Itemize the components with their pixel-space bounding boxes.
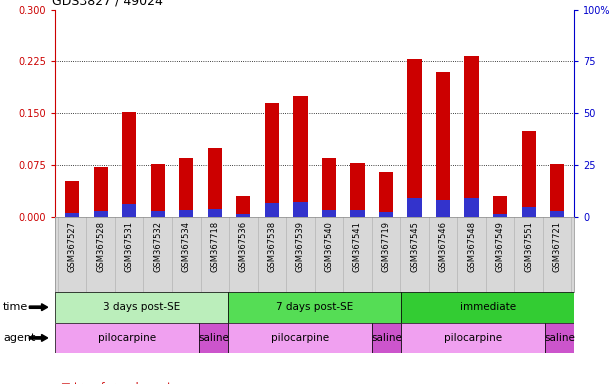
- Text: pilocarpine: pilocarpine: [98, 333, 156, 343]
- Text: GSM367540: GSM367540: [324, 221, 334, 271]
- Bar: [93, 211, 108, 217]
- Bar: [179, 210, 194, 217]
- Bar: [464, 56, 479, 217]
- Bar: [350, 210, 365, 217]
- Text: GSM367536: GSM367536: [239, 221, 248, 272]
- Text: GSM367528: GSM367528: [96, 221, 105, 272]
- Bar: [493, 196, 507, 217]
- Bar: [208, 209, 222, 217]
- Bar: [293, 202, 307, 217]
- Bar: [208, 148, 222, 217]
- Bar: [522, 207, 536, 217]
- Text: ■ transformed count: ■ transformed count: [61, 382, 171, 384]
- Bar: [550, 164, 565, 217]
- Bar: [199, 323, 228, 353]
- Text: GSM367721: GSM367721: [553, 221, 562, 272]
- Bar: [228, 292, 401, 323]
- Bar: [150, 164, 165, 217]
- Bar: [401, 292, 574, 323]
- Bar: [236, 215, 251, 217]
- Bar: [464, 198, 479, 217]
- Bar: [350, 163, 365, 217]
- Bar: [408, 60, 422, 217]
- Bar: [372, 323, 401, 353]
- Bar: [150, 210, 165, 217]
- Text: GSM367718: GSM367718: [210, 221, 219, 272]
- Text: time: time: [3, 302, 28, 312]
- Text: immediate: immediate: [459, 302, 516, 312]
- Bar: [265, 103, 279, 217]
- Bar: [65, 213, 79, 217]
- Bar: [550, 211, 565, 217]
- Bar: [55, 323, 199, 353]
- Text: GSM367548: GSM367548: [467, 221, 476, 272]
- Text: agent: agent: [3, 333, 35, 343]
- Bar: [408, 198, 422, 217]
- Text: GSM367531: GSM367531: [125, 221, 134, 272]
- Bar: [93, 167, 108, 217]
- Bar: [122, 112, 136, 217]
- Text: pilocarpine: pilocarpine: [444, 333, 502, 343]
- Bar: [122, 204, 136, 217]
- Text: GSM367539: GSM367539: [296, 221, 305, 272]
- Bar: [522, 131, 536, 217]
- Text: GSM367546: GSM367546: [439, 221, 448, 272]
- Bar: [55, 292, 228, 323]
- Text: saline: saline: [371, 333, 402, 343]
- Text: GSM367545: GSM367545: [410, 221, 419, 271]
- Bar: [436, 72, 450, 217]
- Bar: [293, 96, 307, 217]
- Text: saline: saline: [198, 333, 229, 343]
- Bar: [322, 158, 336, 217]
- Bar: [228, 323, 372, 353]
- Bar: [546, 323, 574, 353]
- Bar: [236, 196, 251, 217]
- Text: GSM367527: GSM367527: [68, 221, 76, 272]
- Bar: [179, 158, 194, 217]
- Bar: [401, 323, 546, 353]
- Text: GSM367549: GSM367549: [496, 221, 505, 271]
- Text: pilocarpine: pilocarpine: [271, 333, 329, 343]
- Bar: [379, 172, 393, 217]
- Bar: [436, 200, 450, 217]
- Text: GSM367719: GSM367719: [381, 221, 390, 272]
- Bar: [379, 212, 393, 217]
- Text: saline: saline: [544, 333, 576, 343]
- Text: GSM367538: GSM367538: [268, 221, 276, 272]
- Bar: [493, 215, 507, 217]
- Text: GSM367534: GSM367534: [181, 221, 191, 272]
- Text: GSM367532: GSM367532: [153, 221, 162, 272]
- Text: 7 days post-SE: 7 days post-SE: [276, 302, 353, 312]
- Text: 3 days post-SE: 3 days post-SE: [103, 302, 180, 312]
- Bar: [65, 181, 79, 217]
- Text: GSM367551: GSM367551: [524, 221, 533, 271]
- Bar: [322, 210, 336, 217]
- Text: GSM367541: GSM367541: [353, 221, 362, 271]
- Text: GDS3827 / 49024: GDS3827 / 49024: [53, 0, 163, 7]
- Bar: [265, 203, 279, 217]
